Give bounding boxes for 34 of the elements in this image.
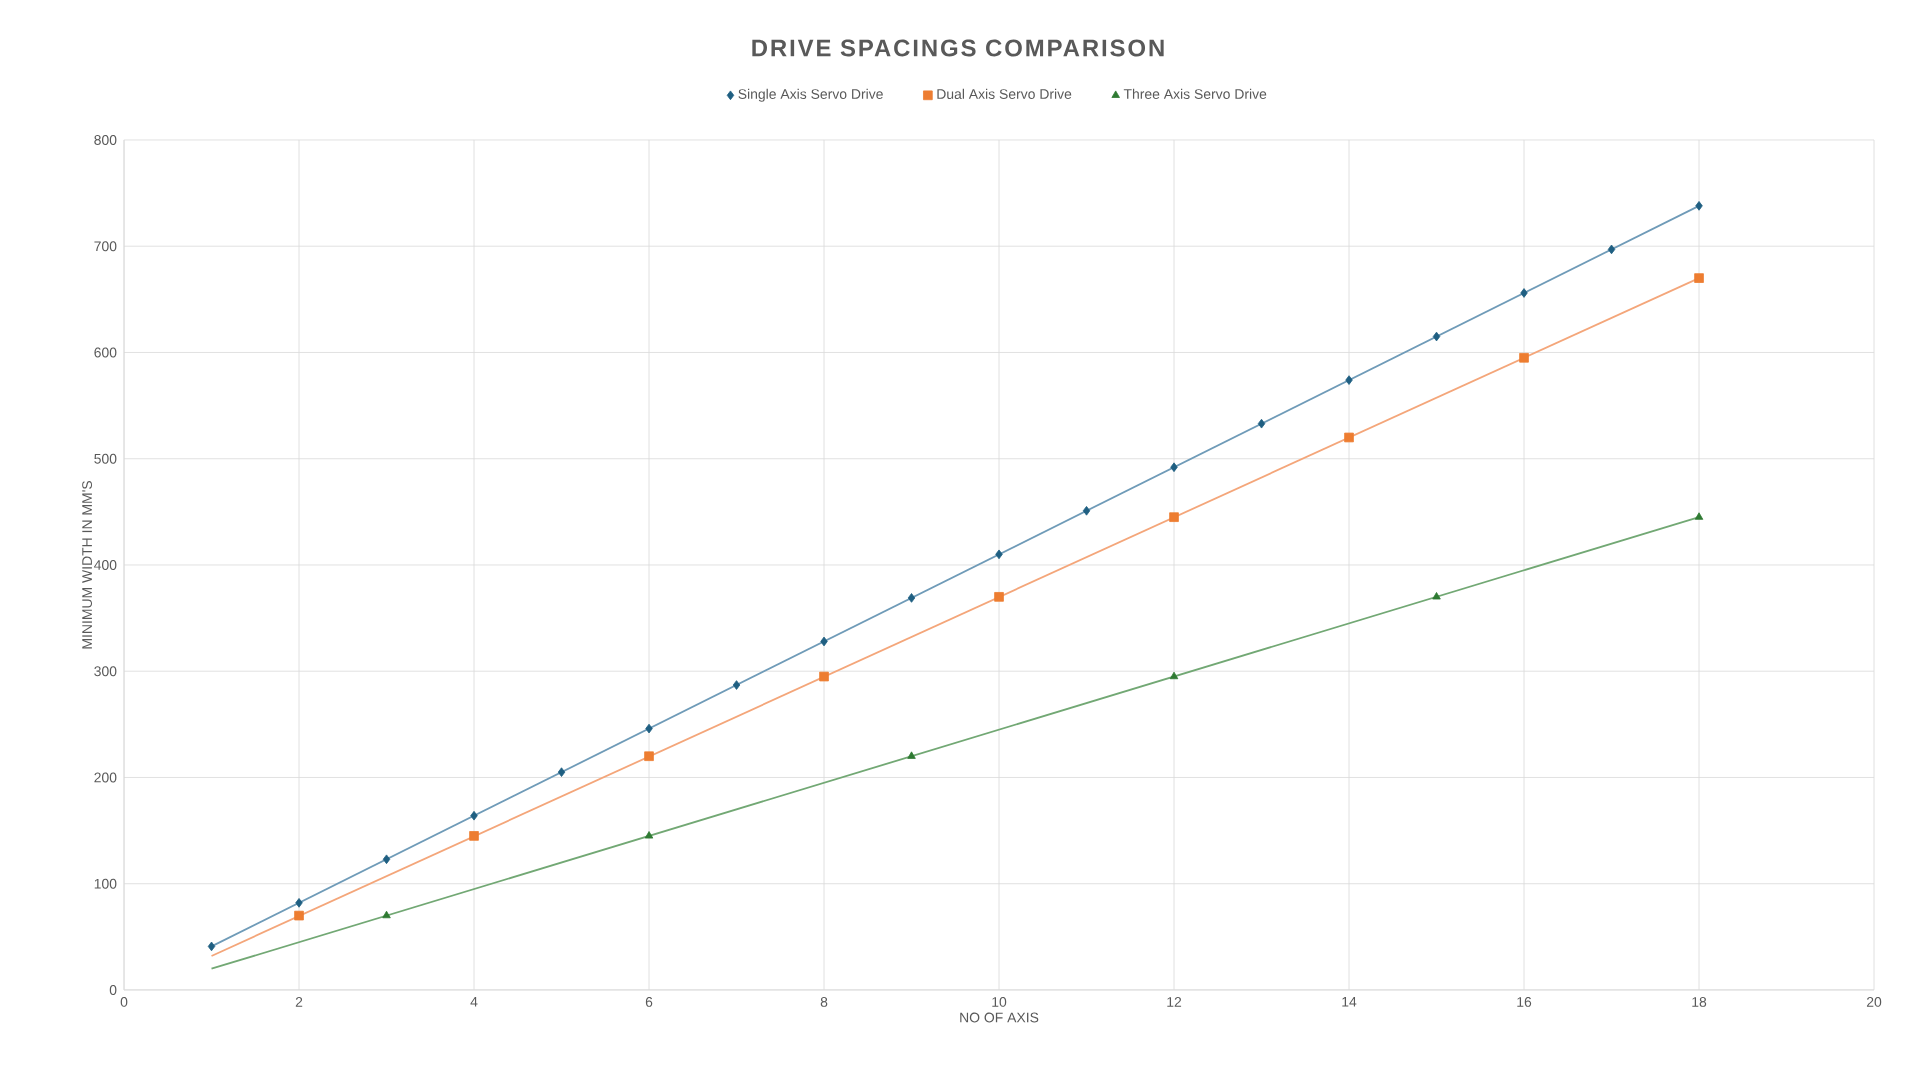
point xyxy=(645,723,653,734)
point xyxy=(557,767,566,777)
point xyxy=(994,592,1004,602)
point xyxy=(995,549,1003,560)
point xyxy=(907,593,916,603)
point xyxy=(1257,418,1266,429)
point xyxy=(1694,512,1704,520)
point xyxy=(1169,671,1179,680)
point xyxy=(1520,288,1528,298)
point xyxy=(1169,512,1179,522)
point xyxy=(469,831,479,841)
point xyxy=(1432,592,1441,600)
point xyxy=(382,854,391,865)
point xyxy=(644,751,654,762)
point xyxy=(294,910,304,921)
point xyxy=(907,751,916,759)
point xyxy=(1344,432,1354,443)
point xyxy=(1695,201,1703,211)
point xyxy=(1170,462,1178,473)
point xyxy=(1519,352,1529,363)
point xyxy=(1607,244,1616,255)
point xyxy=(819,671,829,682)
point xyxy=(1694,273,1704,283)
point xyxy=(1345,375,1353,385)
point xyxy=(820,636,828,647)
point xyxy=(1432,331,1441,342)
point xyxy=(207,941,216,952)
point xyxy=(382,910,391,919)
point xyxy=(1082,505,1091,516)
point xyxy=(644,831,654,839)
point xyxy=(295,898,303,908)
chart-title: DRIVE SPACINGS COMPARISON xyxy=(752,39,1164,57)
point xyxy=(470,810,478,821)
point xyxy=(732,680,741,690)
